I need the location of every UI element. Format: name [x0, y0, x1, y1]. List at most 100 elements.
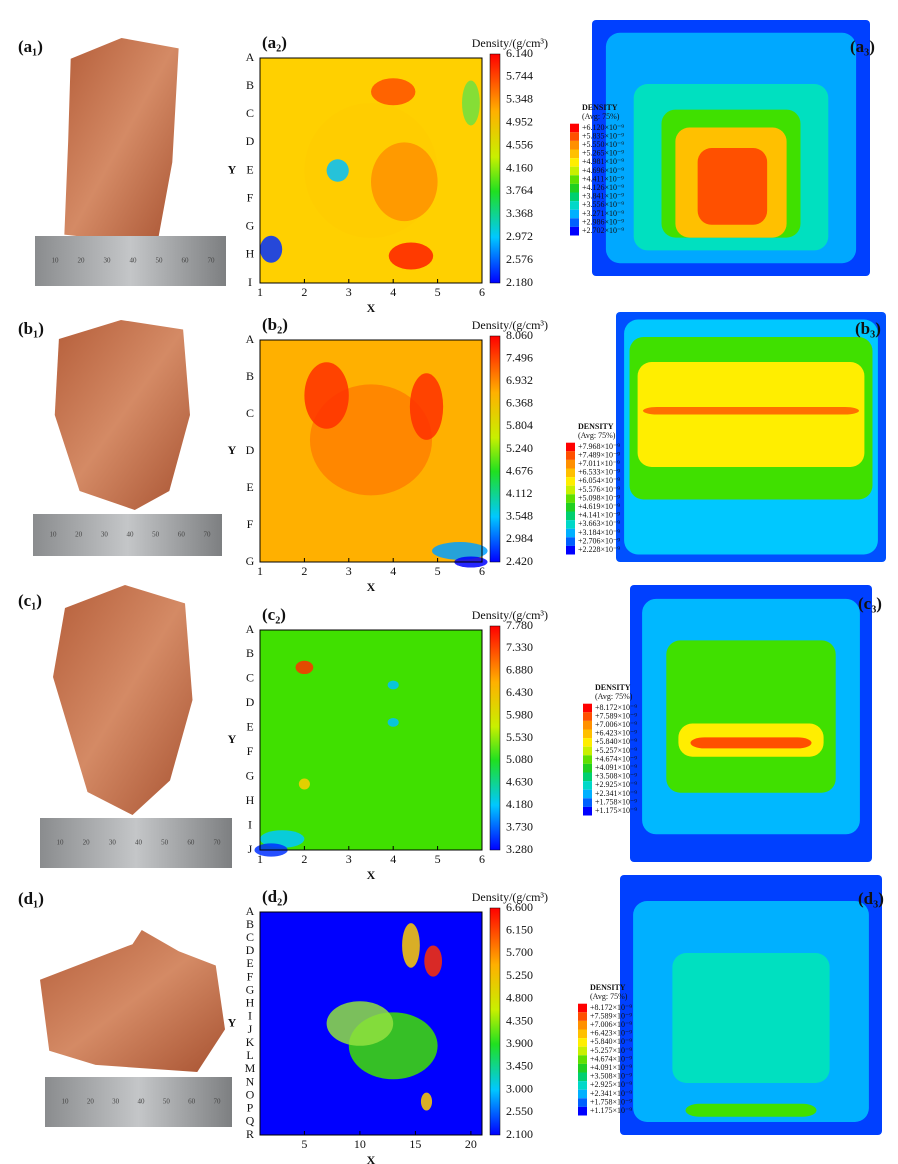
y-tick-label: E	[246, 956, 253, 970]
ruler-label: 50	[161, 839, 169, 847]
legend-swatch	[583, 747, 592, 756]
legend-swatch	[570, 227, 579, 236]
contour-region	[299, 779, 310, 790]
colorbar-tick-label: 5.700	[506, 945, 533, 959]
y-tick-label: F	[247, 190, 254, 204]
colorbar-tick-label: 5.804	[506, 418, 533, 432]
contour-region	[388, 718, 399, 727]
x-axis-label: X	[367, 868, 376, 882]
colorbar-tick-label: 8.060	[506, 328, 533, 342]
legend-swatch	[578, 1030, 587, 1039]
colorbar-tick-label: 3.548	[506, 509, 533, 523]
colorbar-tick-label: 3.000	[506, 1081, 533, 1095]
x-tick-label: 6	[479, 285, 485, 299]
ruler-label: 30	[101, 531, 109, 539]
ruler-label: 10	[57, 839, 65, 847]
y-tick-label: G	[246, 554, 255, 568]
colorbar-tick-label: 6.140	[506, 46, 533, 60]
contour-region	[327, 159, 349, 182]
legend-swatch	[578, 1081, 587, 1090]
legend-swatch	[566, 529, 575, 538]
y-tick-label: A	[246, 622, 255, 636]
contour-region	[371, 142, 438, 221]
colorbar-tick-label: 4.952	[506, 114, 533, 128]
x-tick-label: 4	[390, 564, 396, 578]
colorbar-tick-label: 2.576	[506, 252, 533, 266]
y-tick-label: G	[246, 982, 255, 996]
legend-value: +2.702×10⁻⁹	[582, 226, 624, 235]
legend-value: +2.228×10⁻⁹	[578, 545, 620, 554]
y-tick-label: C	[246, 406, 254, 420]
legend-swatch	[570, 141, 579, 150]
legend-swatch	[570, 167, 579, 176]
x-tick-label: 2	[301, 564, 307, 578]
legend-swatch	[578, 1073, 587, 1082]
sim-region	[666, 640, 835, 792]
y-axis-label: Y	[228, 162, 237, 176]
colorbar	[490, 54, 500, 283]
x-tick-label: 5	[435, 852, 441, 866]
contour-region	[296, 661, 314, 674]
legend-value: +1.175×10⁻⁹	[590, 1106, 632, 1115]
x-tick-label: 15	[409, 1137, 421, 1151]
panel-label: (c₃)	[858, 594, 882, 613]
colorbar-tick-label: 4.556	[506, 137, 533, 151]
contour-base	[260, 630, 482, 850]
ruler-label: 50	[163, 1098, 171, 1106]
y-tick-label: K	[246, 1035, 255, 1049]
legend-title: DENSITY	[590, 983, 626, 992]
x-axis-label: X	[367, 580, 376, 594]
y-tick-label: N	[246, 1074, 255, 1088]
y-tick-label: B	[246, 369, 254, 383]
contour-region	[421, 1093, 432, 1111]
legend-swatch	[583, 790, 592, 799]
legend-swatch	[583, 755, 592, 764]
x-tick-label: 5	[435, 285, 441, 299]
legend-swatch	[570, 184, 579, 193]
contour-region	[410, 373, 443, 440]
panel-label: (c₂)	[262, 605, 286, 624]
ruler-label: 10	[52, 257, 60, 265]
legend-subtitle: (Avg: 75%)	[595, 692, 633, 701]
legend-swatch	[566, 494, 575, 503]
legend-title: DENSITY	[582, 103, 618, 112]
ruler-label: 70	[204, 531, 212, 539]
contour-region	[327, 1001, 394, 1046]
y-tick-label: C	[246, 930, 254, 944]
x-tick-label: 1	[257, 564, 263, 578]
panel-label: (b₃)	[855, 319, 881, 338]
legend-swatch	[566, 443, 575, 452]
legend-swatch	[570, 150, 579, 159]
colorbar-tick-label: 2.972	[506, 229, 533, 243]
panel-label: (c₁)	[18, 591, 42, 610]
colorbar-tick-label: 4.160	[506, 160, 533, 174]
panel-label: (a₂)	[262, 33, 287, 52]
y-tick-label: D	[246, 134, 255, 148]
colorbar-tick-label: 3.764	[506, 183, 533, 197]
ruler-label: 50	[152, 531, 160, 539]
legend-subtitle: (Avg: 75%)	[590, 992, 628, 1001]
legend-swatch	[578, 1047, 587, 1056]
ruler-label: 30	[112, 1098, 120, 1106]
ruler-label: 40	[130, 257, 138, 265]
x-tick-label: 6	[479, 564, 485, 578]
ruler-label: 10	[50, 531, 58, 539]
colorbar	[490, 908, 500, 1135]
ruler-label: 60	[182, 257, 190, 265]
legend-swatch	[566, 477, 575, 486]
panel-label: (b₂)	[262, 315, 288, 334]
legend-swatch	[566, 546, 575, 555]
legend-swatch	[578, 1055, 587, 1064]
y-tick-label: B	[246, 78, 254, 92]
contour-region	[260, 236, 282, 263]
y-tick-label: E	[246, 720, 253, 734]
colorbar-tick-label: 5.240	[506, 441, 533, 455]
y-tick-label: H	[246, 793, 255, 807]
legend-swatch	[566, 469, 575, 478]
x-tick-label: 2	[301, 852, 307, 866]
panel-label: (a₃)	[850, 37, 875, 56]
legend-swatch	[583, 712, 592, 721]
legend-swatch	[583, 704, 592, 713]
legend-swatch	[566, 537, 575, 546]
legend-title: DENSITY	[595, 683, 631, 692]
